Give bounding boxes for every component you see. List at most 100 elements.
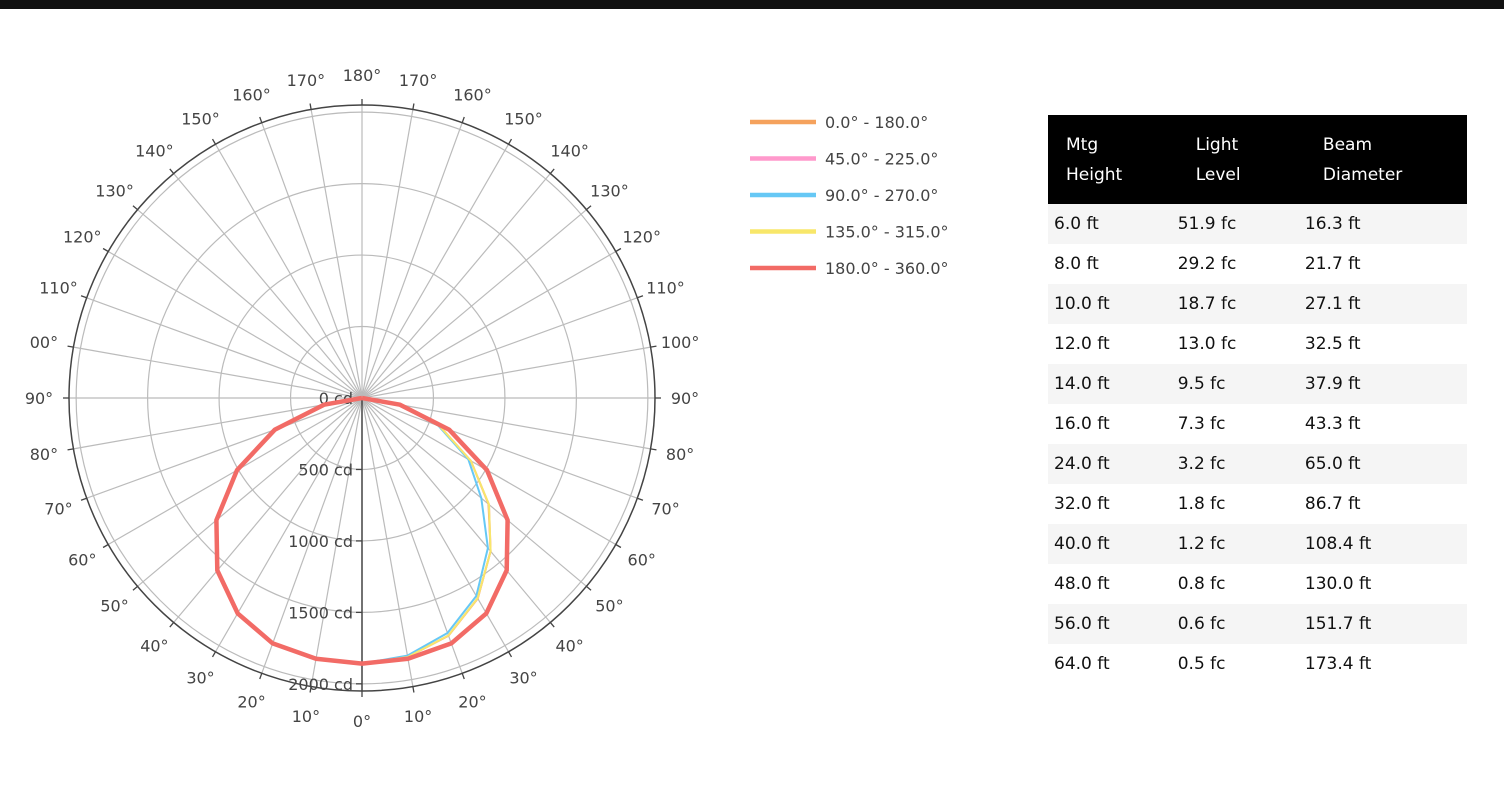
series-traces (214, 395, 510, 666)
angular-grid-line (73, 397, 363, 450)
angular-tick-label: 140° (550, 142, 589, 161)
header-light-level: Light Level (1177, 115, 1305, 204)
angular-tick-mark (615, 247, 622, 253)
series-trace (215, 397, 492, 665)
table-cell: 37.9 ft (1304, 364, 1467, 404)
angular-tick-mark (259, 116, 263, 123)
table-row: 64.0 ft 0.5 fc 173.4 ft (1048, 644, 1467, 684)
angular-grid-line (261, 122, 363, 399)
angular-tick-mark (102, 247, 109, 253)
angular-grid-line (137, 209, 363, 399)
angular-tick-mark (67, 345, 74, 348)
angular-tick-label: 120° (622, 228, 661, 247)
table-cell: 14.0 ft (1048, 364, 1178, 404)
table-cell: 43.3 ft (1304, 404, 1467, 444)
angular-grid-line (361, 143, 510, 399)
angular-tick-mark (412, 103, 415, 110)
angular-tick-label: 170° (399, 71, 438, 90)
table-header-row: Mtg Height Light Level Beam Diameter (1048, 115, 1467, 204)
angular-tick-label: 90° (25, 389, 53, 408)
table-cell: 48.0 ft (1048, 564, 1178, 604)
angular-grid-line (361, 346, 651, 399)
angular-grid-line (361, 209, 587, 399)
angular-grid-line (361, 173, 551, 399)
angular-tick-label: 160° (453, 85, 492, 104)
angular-grid-line (361, 397, 551, 623)
table-cell: 1.2 fc (1177, 524, 1305, 564)
table-cell: 3.2 fc (1177, 444, 1305, 484)
angular-tick-label: 10° (292, 707, 320, 726)
header-line: Mtg (1066, 134, 1099, 155)
table-row: 10.0 ft 18.7 fc 27.1 ft (1048, 284, 1467, 324)
angular-tick-label: 60° (628, 551, 656, 570)
angular-grid-line (86, 297, 363, 399)
header-line: Beam (1322, 134, 1373, 155)
table-cell: 18.7 fc (1177, 284, 1305, 324)
table-cell: 32.5 ft (1304, 324, 1467, 364)
table-cell: 51.9 fc (1177, 204, 1305, 244)
header-line: Level (1195, 164, 1241, 185)
table-cell: 10.0 ft (1048, 284, 1178, 324)
header-mtg-height: Mtg Height (1048, 115, 1178, 204)
angular-grid-line (107, 250, 363, 399)
angular-grid-line (361, 397, 510, 653)
header-line: Height (1066, 164, 1123, 185)
angular-tick-mark (169, 622, 175, 628)
table-cell: 130.0 ft (1304, 564, 1467, 604)
angular-tick-label: 80° (666, 445, 694, 464)
angular-tick-mark (80, 497, 87, 501)
angular-tick-mark (615, 543, 622, 549)
angular-grid-line (361, 397, 587, 587)
series-trace (215, 397, 489, 665)
angular-tick-label: 40° (140, 636, 168, 655)
angular-tick-label: 90° (671, 389, 699, 408)
angular-tick-mark (132, 205, 138, 211)
table-cell: 24.0 ft (1048, 444, 1178, 484)
series-trace (214, 395, 510, 666)
table-cell: 1.8 fc (1177, 484, 1305, 524)
table-cell: 8.0 ft (1048, 244, 1178, 284)
angular-tick-label: 50° (100, 597, 128, 616)
angular-tick-label: 40° (555, 636, 583, 655)
angular-tick-label: 160° (232, 85, 271, 104)
angular-tick-mark (461, 116, 465, 123)
table-row: 8.0 ft 29.2 fc 21.7 ft (1048, 244, 1467, 284)
angular-tick-mark (507, 138, 513, 145)
table-cell: 86.7 ft (1304, 484, 1467, 524)
angular-grid-line (214, 397, 363, 653)
table-cell: 0.6 fc (1177, 604, 1305, 644)
angular-tick-mark (132, 585, 138, 591)
angular-tick-label: 10° (404, 707, 432, 726)
radial-tick-label: 500 cd (298, 460, 353, 479)
angular-grid-line (361, 297, 638, 399)
table-cell: 151.7 ft (1304, 604, 1467, 644)
angular-tick-mark (259, 673, 263, 680)
table-cell: 0.5 fc (1177, 644, 1305, 684)
table-row: 6.0 ft 51.9 fc 16.3 ft (1048, 204, 1467, 244)
angular-tick-mark (650, 345, 657, 348)
angular-tick-mark (586, 585, 592, 591)
table-cell: 16.0 ft (1048, 404, 1178, 444)
angular-tick-mark (211, 651, 217, 658)
table-row: 32.0 ft 1.8 fc 86.7 ft (1048, 484, 1467, 524)
table-cell: 173.4 ft (1304, 644, 1467, 684)
table-cell: 56.0 ft (1048, 604, 1178, 644)
angular-tick-label: 60° (68, 551, 96, 570)
table-cell: 27.1 ft (1304, 284, 1467, 324)
table-row: 56.0 ft 0.6 fc 151.7 ft (1048, 604, 1467, 644)
angular-tick-marks (63, 99, 661, 697)
angular-grid-line (310, 397, 363, 687)
angular-tick-mark (637, 497, 644, 501)
angular-tick-mark (412, 686, 415, 693)
angular-tick-mark (549, 622, 555, 628)
table-cell: 13.0 fc (1177, 324, 1305, 364)
angular-grid-line (173, 397, 363, 623)
radial-tick-label: 1500 cd (288, 603, 353, 622)
angular-grid-line (361, 397, 463, 674)
header-line: Diameter (1322, 164, 1403, 185)
table-cell: 64.0 ft (1048, 644, 1178, 684)
angular-tick-label: 140° (135, 142, 174, 161)
angular-tick-label: 20° (458, 693, 486, 712)
table-cell: 108.4 ft (1304, 524, 1467, 564)
